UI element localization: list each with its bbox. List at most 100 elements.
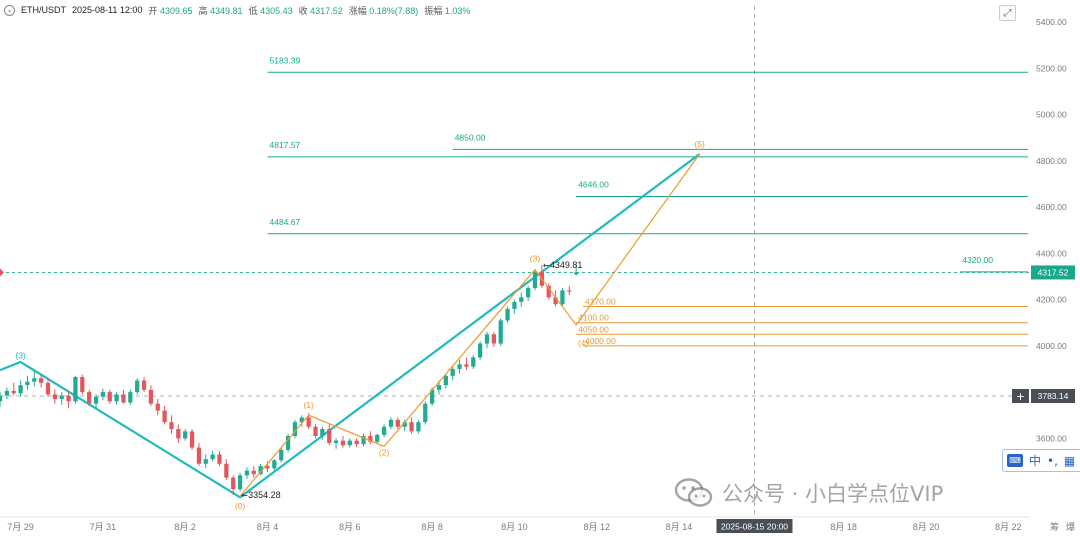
candle-body <box>45 382 51 395</box>
ime-language-toggle[interactable]: 中 <box>1029 454 1042 468</box>
level-label-orange: 4100.00 <box>578 313 609 323</box>
level-label-orange: 4050.00 <box>578 324 609 334</box>
candle-body <box>52 394 57 400</box>
level-label-teal: 4646.00 <box>578 180 609 190</box>
candle-body <box>169 422 174 430</box>
candle-body <box>196 447 202 464</box>
open-label: 开 <box>148 5 158 16</box>
crosshair-time-value: 2025-08-15 20:00 <box>721 522 788 532</box>
bar-datetime: 2025-08-11 12:00 <box>72 5 143 15</box>
candle-body <box>429 389 435 404</box>
high-value: 4349.81 <box>210 5 243 16</box>
punctuation-icon[interactable]: •, <box>1047 453 1058 468</box>
candle-body <box>93 396 99 404</box>
x-tick-label: 8月 14 <box>666 522 693 532</box>
level-label-teal: 4817.57 <box>270 140 301 150</box>
chart-legend-header: ⌄ ETH/USDT 2025-08-11 12:00 开 4309.65 高 … <box>0 0 1030 20</box>
candle-body <box>395 419 400 427</box>
scroll-left-marker <box>0 268 4 277</box>
candle-body <box>381 426 387 435</box>
last-price-value: 4317.52 <box>1038 267 1069 277</box>
candle-body <box>553 297 558 305</box>
change-label: 涨幅 <box>348 5 367 16</box>
candle-body <box>39 378 44 383</box>
open-value: 4309.65 <box>159 5 193 16</box>
x-tick-label: 7月 29 <box>7 522 34 532</box>
y-tick-label: 5400.00 <box>1036 17 1067 27</box>
candle-body <box>567 290 572 292</box>
crosshair-price-tag <box>1031 388 1075 403</box>
candle-body <box>80 377 85 393</box>
extreme-price-label: 3354.28 <box>248 490 281 500</box>
candle-body <box>340 440 346 446</box>
x-tick-label: 8月 10 <box>501 522 528 532</box>
candle-body <box>148 389 154 404</box>
candle-body <box>114 394 119 402</box>
candle-body <box>464 364 469 367</box>
x-tick-label: 8月 18 <box>830 522 857 532</box>
crosshair-plus-button[interactable] <box>1012 388 1029 403</box>
candle-body <box>491 334 496 344</box>
candle-body <box>231 477 236 490</box>
close-label: 收 <box>298 5 308 16</box>
candle-body <box>313 426 318 437</box>
y-tick-label: 5000.00 <box>1036 110 1067 120</box>
watermark-text: 公众号 · 小白学点位VIP <box>722 482 944 506</box>
candle-body <box>443 375 448 386</box>
y-tick-label: 5200.00 <box>1036 63 1067 73</box>
wave-label: (3) <box>15 351 26 361</box>
candle-body <box>478 343 483 358</box>
candle-body <box>217 454 222 464</box>
candle-body <box>25 381 30 386</box>
y-tick-label: 4000.00 <box>1036 341 1067 351</box>
candle-body <box>189 431 195 448</box>
x-tick-label: 8月 12 <box>583 522 610 532</box>
x-tick-label: 8月 2 <box>174 522 196 532</box>
candle-body <box>107 392 112 402</box>
candle-body <box>155 403 160 411</box>
level-label-orange: 4170.00 <box>585 297 616 307</box>
candle-body <box>409 422 414 432</box>
candle-body <box>423 403 428 423</box>
ime-toolbar[interactable]: ⌨ 中 •, ▦ <box>1002 449 1080 472</box>
wave-path <box>239 153 701 497</box>
open-item: 开 4309.65 <box>148 4 192 17</box>
candle-body <box>505 308 510 321</box>
candle-body <box>279 449 284 461</box>
close-item: 收 4317.52 <box>299 4 343 17</box>
x-tick-label: 8月 8 <box>421 522 443 532</box>
candle-body <box>471 357 476 367</box>
close-value: 4317.52 <box>310 5 343 16</box>
change-item: 涨幅 0.18%(7.88) <box>349 4 419 17</box>
candle-body <box>333 440 339 443</box>
wave-label: (5) <box>694 139 705 149</box>
y-tick-label: 4200.00 <box>1036 295 1067 305</box>
candle-body <box>265 466 270 469</box>
y-tick-label: 3600.00 <box>1036 433 1067 443</box>
expand-button[interactable]: ⤢ <box>999 5 1016 21</box>
candle-body <box>306 417 311 427</box>
candle-body <box>512 301 517 309</box>
level-label-teal: 4484.67 <box>270 217 301 227</box>
candle-body <box>32 378 37 382</box>
candle-body <box>292 422 298 437</box>
extreme-price-label: 4349.81 <box>550 260 583 270</box>
candle-body <box>375 434 380 442</box>
amplitude-label: 振幅 <box>424 5 443 16</box>
level-label-teal: 5183.39 <box>270 55 301 65</box>
grid-icon[interactable]: ▦ <box>1063 453 1076 468</box>
trend-line <box>0 153 701 499</box>
high-item: 高 4349.81 <box>198 4 242 17</box>
candle-body <box>361 436 366 445</box>
x-tick-label: 8月 4 <box>257 522 279 532</box>
wave-label: (3) <box>530 253 541 263</box>
candle-body <box>272 460 277 469</box>
keyboard-icon[interactable]: ⌨ <box>1007 454 1023 467</box>
amplitude-value: 1.03% <box>444 5 471 16</box>
arrow-right-icon: ← <box>543 261 550 270</box>
chevron-down-icon[interactable]: ⌄ <box>4 4 15 16</box>
candle-body <box>484 334 490 344</box>
low-label: 低 <box>248 5 258 16</box>
symbol-label[interactable]: ETH/USDT <box>21 5 66 15</box>
